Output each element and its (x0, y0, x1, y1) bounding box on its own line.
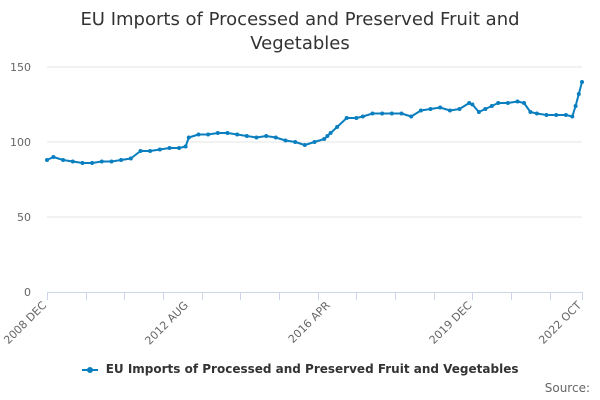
data-point[interactable] (196, 132, 201, 137)
legend[interactable]: EU Imports of Processed and Preserved Fr… (0, 362, 600, 376)
data-point[interactable] (515, 99, 520, 104)
data-point[interactable] (409, 114, 414, 119)
data-point[interactable] (183, 144, 188, 149)
data-point[interactable] (254, 135, 259, 140)
data-point[interactable] (534, 111, 539, 116)
data-point[interactable] (344, 116, 349, 120)
data-point[interactable] (119, 158, 124, 162)
data-point[interactable] (328, 131, 333, 135)
data-point[interactable] (148, 149, 153, 153)
data-point[interactable] (580, 80, 584, 84)
x-tick-label: 2012 AUG (142, 299, 191, 348)
data-point[interactable] (128, 156, 133, 161)
data-point[interactable] (470, 102, 475, 107)
data-point[interactable] (312, 140, 317, 144)
data-point[interactable] (109, 159, 114, 164)
y-tick-label: 50 (17, 211, 31, 224)
data-point[interactable] (61, 158, 66, 162)
data-point[interactable] (80, 161, 85, 165)
data-point[interactable] (354, 116, 359, 120)
data-point[interactable] (505, 101, 510, 105)
data-point[interactable] (576, 92, 581, 96)
series-group (45, 80, 584, 165)
data-point[interactable] (167, 146, 172, 150)
data-point[interactable] (544, 113, 549, 117)
chart-title: EU Imports of Processed and Preserved Fr… (80, 9, 520, 54)
data-point[interactable] (467, 101, 472, 105)
data-point[interactable] (157, 147, 162, 152)
y-tick-label: 100 (10, 136, 31, 149)
data-point[interactable] (522, 101, 526, 105)
data-point[interactable] (51, 155, 56, 159)
data-point[interactable] (570, 114, 575, 119)
data-point[interactable] (90, 161, 95, 165)
data-point[interactable] (438, 105, 443, 110)
data-point[interactable] (99, 159, 104, 164)
data-point[interactable] (528, 110, 533, 114)
data-point[interactable] (177, 146, 182, 150)
data-point[interactable] (138, 149, 143, 153)
data-point[interactable] (370, 111, 375, 116)
x-axis: 2008 DEC 2012 AUG 2016 APR 2019 DEC 2022 OCT (1, 292, 584, 347)
data-point[interactable] (428, 107, 433, 111)
data-point[interactable] (70, 159, 75, 164)
data-point[interactable] (244, 134, 249, 138)
data-point[interactable] (563, 113, 568, 117)
data-point[interactable] (264, 134, 269, 138)
data-point[interactable] (215, 131, 220, 135)
data-point[interactable] (335, 125, 340, 129)
legend-swatch-icon (81, 366, 98, 373)
data-point[interactable] (573, 104, 578, 108)
data-point[interactable] (483, 107, 488, 111)
data-point[interactable] (360, 114, 365, 119)
data-point[interactable] (380, 111, 385, 116)
legend-label: EU Imports of Processed and Preserved Fr… (105, 362, 519, 376)
data-point[interactable] (283, 138, 288, 143)
x-tick-label: 2016 APR (286, 299, 333, 346)
data-point[interactable] (399, 111, 404, 116)
y-axis-ticks: 0 50 100 150 (10, 61, 31, 299)
data-point[interactable] (186, 135, 191, 140)
data-point[interactable] (322, 137, 327, 141)
data-point[interactable] (325, 134, 330, 138)
data-point[interactable] (418, 108, 423, 113)
source-label: Source: (544, 381, 590, 395)
x-tick-label: 2008 DEC (1, 299, 49, 347)
data-point[interactable] (447, 108, 452, 113)
data-point[interactable] (225, 131, 230, 135)
data-point[interactable] (496, 101, 501, 105)
data-point[interactable] (302, 143, 307, 147)
data-point[interactable] (235, 132, 240, 137)
data-point[interactable] (389, 111, 394, 116)
data-point[interactable] (273, 135, 278, 140)
x-tick-label: 2022 OCT (536, 299, 584, 347)
data-point[interactable] (206, 132, 211, 137)
x-tick-label: 2019 DEC (427, 299, 475, 347)
data-point[interactable] (489, 104, 494, 108)
data-point[interactable] (293, 140, 298, 144)
series-line (46, 81, 583, 164)
y-tick-label: 150 (10, 61, 31, 74)
data-point[interactable] (45, 158, 49, 162)
data-point[interactable] (554, 113, 559, 117)
y-tick-label: 0 (24, 286, 31, 299)
data-point[interactable] (457, 107, 462, 111)
data-point[interactable] (476, 110, 481, 114)
